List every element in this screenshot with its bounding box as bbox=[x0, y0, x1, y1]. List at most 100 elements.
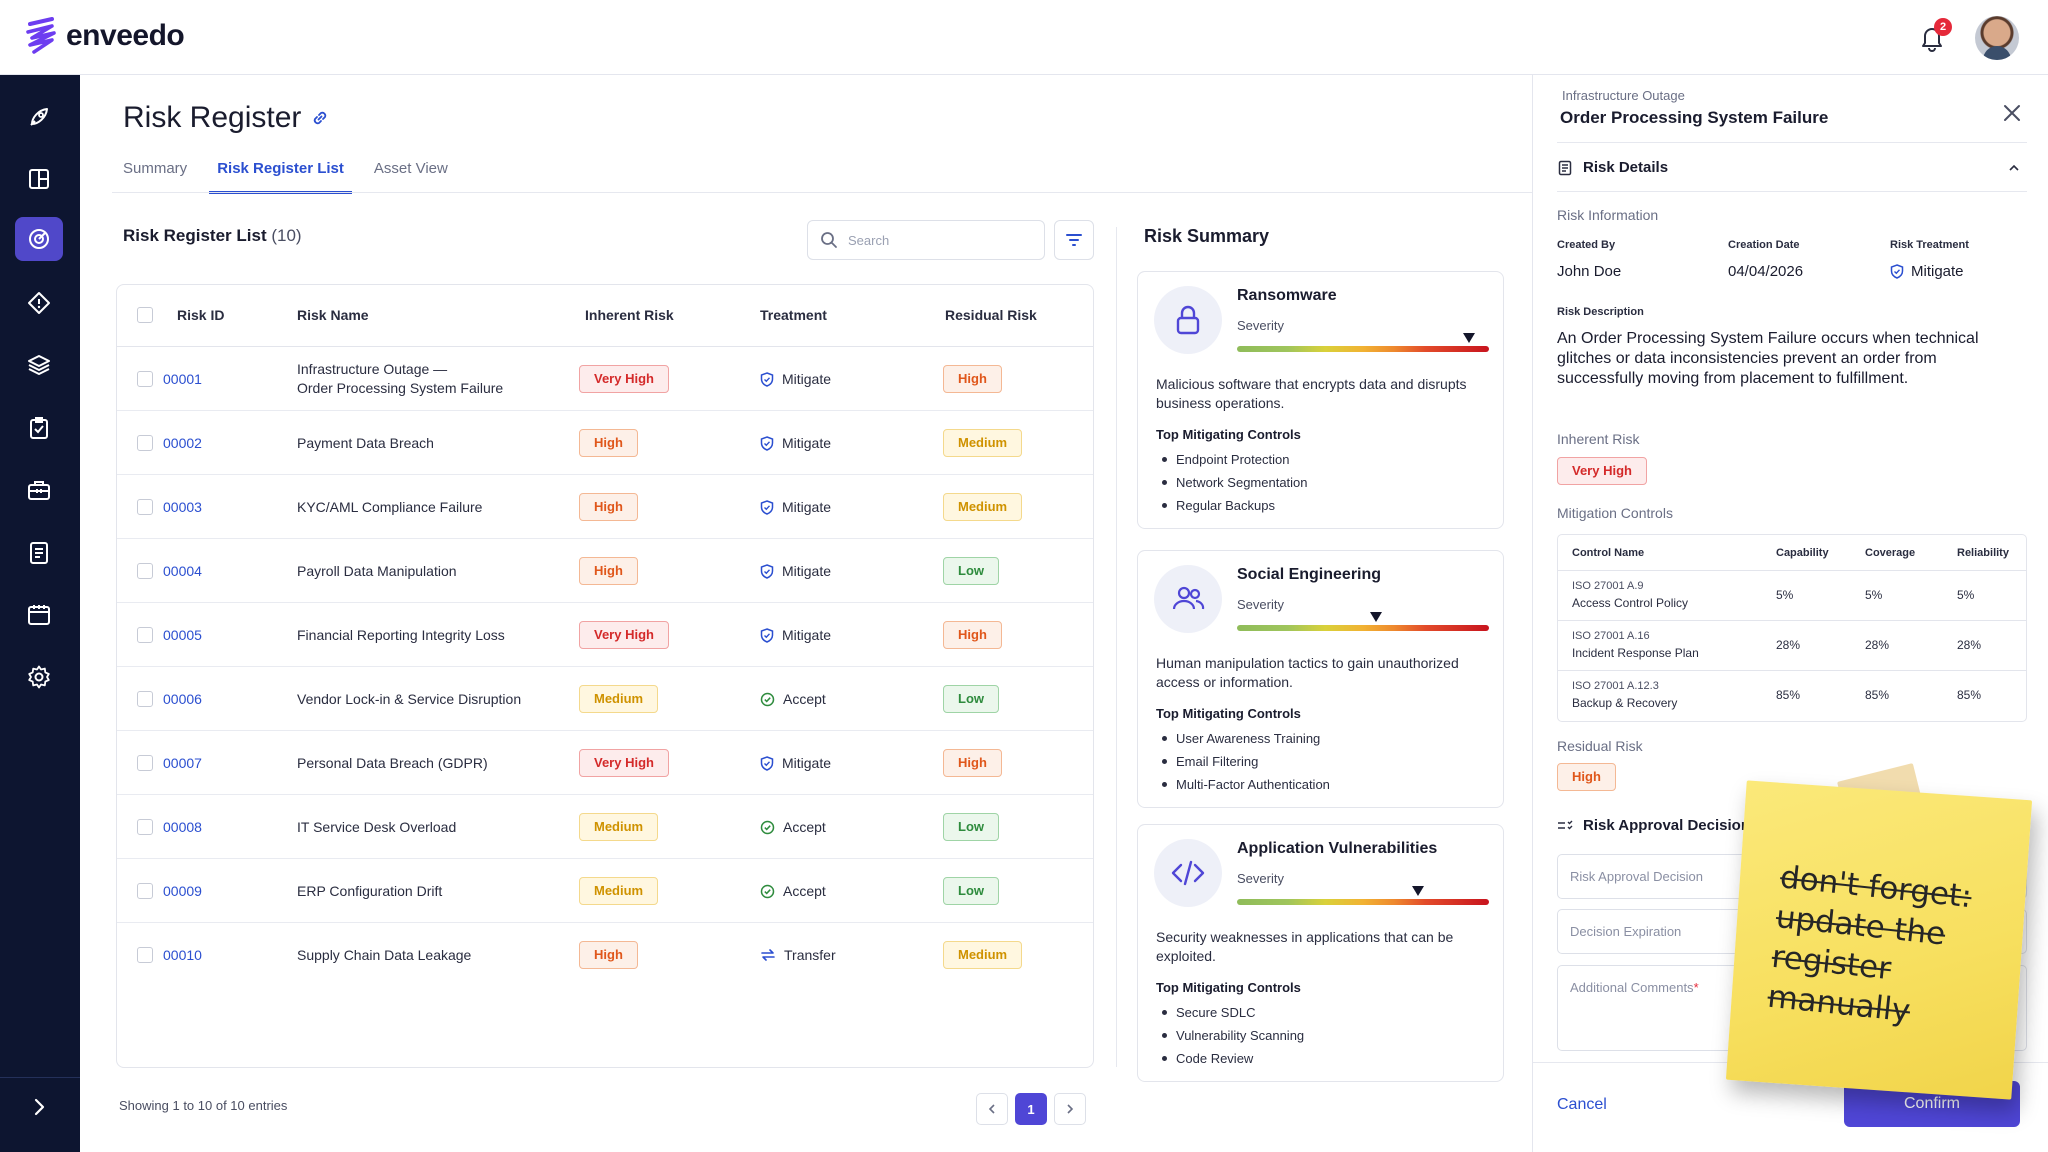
chevron-up-icon bbox=[2009, 164, 2019, 171]
table-row[interactable]: 00009 ERP Configuration Drift Medium Accept… bbox=[117, 859, 1093, 923]
nav-controls[interactable] bbox=[15, 468, 63, 512]
risk-id-link[interactable]: 00007 bbox=[163, 755, 202, 771]
tab-risk-register-list[interactable]: Risk Register List bbox=[209, 160, 352, 194]
table-row[interactable]: 00010 Supply Chain Data Leakage High Transf… bbox=[117, 923, 1093, 987]
table-row[interactable]: 00006 Vendor Lock-in & Service Disruption… bbox=[117, 667, 1093, 731]
inherent-risk-badge: Very High bbox=[1557, 457, 1647, 485]
search-input[interactable]: Search bbox=[848, 232, 890, 248]
close-icon[interactable] bbox=[2001, 102, 2023, 124]
control-name: Incident Response Plan bbox=[1572, 646, 1699, 660]
page-1-button[interactable]: 1 bbox=[1015, 1093, 1047, 1125]
treatment-cell: Mitigate bbox=[760, 475, 831, 539]
mc-col-control: Control Name bbox=[1572, 547, 1645, 559]
row-checkbox[interactable] bbox=[137, 883, 153, 899]
risk-summary-card[interactable]: Application Vulnerabilities Severity Secur… bbox=[1137, 824, 1504, 1082]
risk-id-link[interactable]: 00010 bbox=[163, 947, 202, 963]
lock-icon bbox=[1176, 305, 1200, 335]
residual-risk-badge: High bbox=[943, 621, 1002, 649]
nav-launch[interactable] bbox=[15, 95, 63, 139]
risk-id-link[interactable]: 00006 bbox=[163, 691, 202, 707]
row-checkbox[interactable] bbox=[137, 435, 153, 451]
control-reliability: 85% bbox=[1957, 688, 1982, 702]
row-checkbox[interactable] bbox=[137, 755, 153, 771]
severity-marker bbox=[1369, 612, 1382, 622]
col-inherent-risk[interactable]: Inherent Risk bbox=[585, 307, 674, 323]
row-checkbox[interactable] bbox=[137, 499, 153, 515]
risk-name-line2: Order Processing System Failure bbox=[297, 380, 504, 396]
filter-button[interactable] bbox=[1054, 220, 1094, 260]
top-controls-list: Secure SDLC Vulnerability Scanning Code Re… bbox=[1156, 1001, 1304, 1070]
user-avatar[interactable] bbox=[1975, 16, 2019, 60]
table-row[interactable]: 00008 IT Service Desk Overload Medium Accep… bbox=[117, 795, 1093, 859]
top-bar: enveedo 2 bbox=[0, 0, 2048, 75]
nav-expand[interactable] bbox=[15, 1085, 63, 1129]
top-controls-label: Top Mitigating Controls bbox=[1156, 980, 1301, 995]
table-row[interactable]: 00005 Financial Reporting Integrity Loss V… bbox=[117, 603, 1093, 667]
risk-id-link[interactable]: 00009 bbox=[163, 883, 202, 899]
risk-details-header[interactable]: Risk Details bbox=[1557, 159, 2027, 176]
select-all-checkbox[interactable] bbox=[137, 307, 153, 323]
risk-id-link[interactable]: 00003 bbox=[163, 499, 202, 515]
table-row[interactable]: 00004 Payroll Data Manipulation High Mitiga… bbox=[117, 539, 1093, 603]
risk-name-cell: Supply Chain Data Leakage bbox=[297, 923, 471, 987]
prev-page-button[interactable] bbox=[976, 1093, 1008, 1125]
cancel-button[interactable]: Cancel bbox=[1557, 1096, 1607, 1113]
tab-asset-view[interactable]: Asset View bbox=[373, 160, 448, 177]
inherent-risk-cell: Very High bbox=[579, 347, 669, 411]
nav-assets[interactable] bbox=[15, 343, 63, 387]
diamond-icon bbox=[28, 292, 50, 314]
nav-issues[interactable] bbox=[15, 281, 63, 325]
control-capability: 5% bbox=[1776, 588, 1794, 602]
toolbox-icon bbox=[28, 481, 50, 500]
severity-bar bbox=[1237, 899, 1489, 905]
page-tabs: Summary Risk Register List Asset View bbox=[123, 160, 448, 194]
inherent-risk-cell: Medium bbox=[579, 859, 659, 923]
inherent-risk-badge: Very High bbox=[579, 365, 669, 393]
mitigation-controls-table: Control Name Capability Coverage Reliabi… bbox=[1557, 534, 2027, 722]
nav-reports[interactable] bbox=[15, 531, 63, 575]
brand-logo[interactable]: enveedo bbox=[24, 16, 185, 56]
link-icon[interactable] bbox=[311, 109, 329, 127]
shield-icon bbox=[760, 627, 774, 643]
row-checkbox[interactable] bbox=[137, 947, 153, 963]
risk-summary-card[interactable]: Ransomware Severity Malicious software tha… bbox=[1137, 271, 1504, 529]
search-box[interactable]: Search bbox=[807, 220, 1045, 260]
risk-id-link[interactable]: 00001 bbox=[163, 371, 202, 387]
nav-tasks[interactable] bbox=[15, 406, 63, 450]
col-residual-risk[interactable]: Residual Risk bbox=[945, 307, 1037, 323]
row-checkbox[interactable] bbox=[137, 563, 153, 579]
row-checkbox[interactable] bbox=[137, 819, 153, 835]
nav-dashboard[interactable] bbox=[15, 157, 63, 201]
left-navigation bbox=[0, 75, 80, 1152]
col-risk-id[interactable]: Risk ID bbox=[177, 307, 225, 323]
mc-header: Control Name Capability Coverage Reliabi… bbox=[1558, 535, 2026, 571]
table-row[interactable]: 00003 KYC/AML Compliance Failure High Mitig… bbox=[117, 475, 1093, 539]
col-treatment[interactable]: Treatment bbox=[760, 307, 827, 323]
table-row[interactable]: 00007 Personal Data Breach (GDPR) Very Hig… bbox=[117, 731, 1093, 795]
col-risk-name[interactable]: Risk Name bbox=[297, 307, 369, 323]
risk-id-link[interactable]: 00002 bbox=[163, 435, 202, 451]
residual-risk-badge: Medium bbox=[943, 493, 1023, 521]
risk-id-link[interactable]: 00005 bbox=[163, 627, 202, 643]
column-divider bbox=[1116, 227, 1117, 1067]
nav-risk-register[interactable] bbox=[15, 217, 63, 261]
inherent-risk-cell: High bbox=[579, 539, 638, 603]
mitigating-control-item: User Awareness Training bbox=[1156, 727, 1330, 750]
nav-calendar[interactable] bbox=[15, 593, 63, 637]
next-page-button[interactable] bbox=[1054, 1093, 1086, 1125]
risk-summary-card[interactable]: Social Engineering Severity Human manipula… bbox=[1137, 550, 1504, 808]
shield-icon bbox=[760, 563, 774, 579]
list-count: (10) bbox=[271, 226, 302, 245]
table-row[interactable]: 00002 Payment Data Breach High Mitigate Medi… bbox=[117, 411, 1093, 475]
row-checkbox[interactable] bbox=[137, 371, 153, 387]
risk-id-link[interactable]: 00008 bbox=[163, 819, 202, 835]
nav-settings[interactable] bbox=[15, 655, 63, 699]
row-checkbox[interactable] bbox=[137, 627, 153, 643]
risk-id-link[interactable]: 00004 bbox=[163, 563, 202, 579]
tab-summary[interactable]: Summary bbox=[123, 160, 188, 177]
risk-approval-decision-placeholder: Risk Approval Decision bbox=[1570, 869, 1703, 884]
card-description: Malicious software that encrypts data an… bbox=[1156, 376, 1467, 411]
row-checkbox[interactable] bbox=[137, 691, 153, 707]
risk-description-label: Risk Description bbox=[1557, 306, 1644, 318]
table-row[interactable]: 00001 Infrastructure Outage — Order Proces… bbox=[117, 347, 1093, 411]
